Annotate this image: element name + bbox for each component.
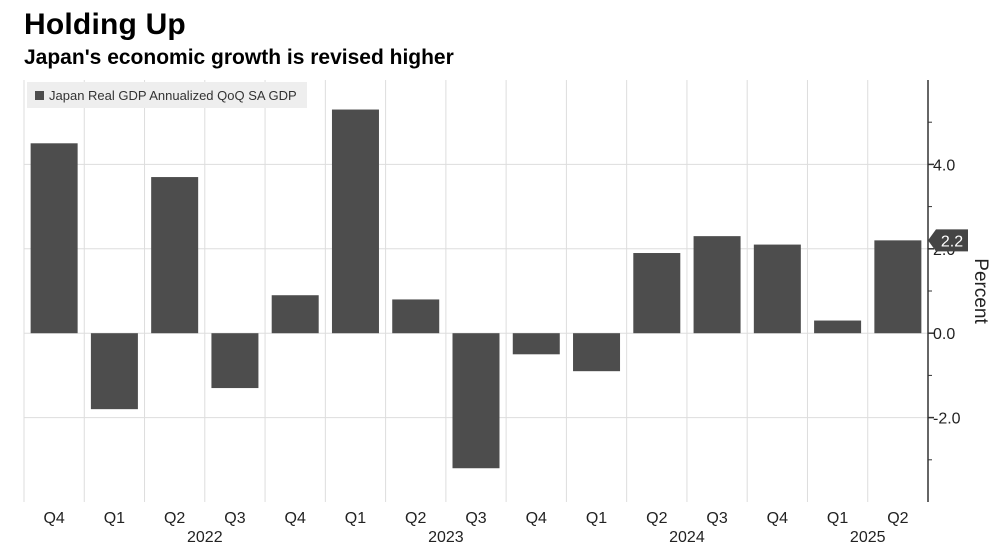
last-value-tag: 2.2 <box>928 229 968 252</box>
x-tick-label: Q1 <box>104 510 125 527</box>
y-tick-label: 0.0 <box>933 326 955 343</box>
bar <box>331 109 379 334</box>
bar <box>271 295 319 334</box>
bar <box>693 236 741 334</box>
x-year-label: 2025 <box>850 529 886 545</box>
bar <box>874 240 922 334</box>
x-tick-label: Q3 <box>706 510 727 527</box>
bar <box>753 244 801 334</box>
x-year-label: 2022 <box>187 529 223 545</box>
x-tick-label: Q2 <box>646 510 667 527</box>
x-tick-label: Q1 <box>345 510 366 527</box>
x-tick-label: Q2 <box>405 510 426 527</box>
bar <box>30 143 78 334</box>
x-tick-label: Q1 <box>827 510 848 527</box>
chart-title: Holding Up <box>24 8 186 41</box>
x-tick-label: Q4 <box>285 510 306 527</box>
x-tick-label: Q2 <box>887 510 908 527</box>
legend-label: Japan Real GDP Annualized QoQ SA GDP <box>49 87 297 103</box>
x-tick-label: Q3 <box>465 510 486 527</box>
bar <box>90 333 138 410</box>
x-tick-label: Q1 <box>586 510 607 527</box>
x-tick-label: Q4 <box>43 510 64 527</box>
bar <box>573 333 621 372</box>
x-tick-label: Q4 <box>526 510 547 527</box>
bar <box>211 333 259 389</box>
bar <box>452 333 500 469</box>
x-tick-label: Q2 <box>164 510 185 527</box>
legend: Japan Real GDP Annualized QoQ SA GDP <box>27 82 307 108</box>
chart-subtitle: Japan's economic growth is revised highe… <box>24 46 454 69</box>
bars <box>30 109 922 469</box>
last-value-tag-label: 2.2 <box>941 233 963 250</box>
bar <box>633 253 681 334</box>
bar <box>151 177 199 334</box>
y-axis: 4.02.00.0-2.0 <box>927 80 961 502</box>
x-tick-label: Q4 <box>767 510 788 527</box>
bar <box>512 333 560 355</box>
y-tick-label: -2.0 <box>933 411 961 428</box>
last-value-tag-shape <box>928 229 968 252</box>
legend-swatch <box>35 90 44 100</box>
bar <box>814 320 862 334</box>
bar <box>392 299 440 334</box>
y-axis-title: Percent <box>970 258 991 324</box>
x-tick-label: Q3 <box>224 510 245 527</box>
x-year-label: 2024 <box>669 529 705 545</box>
x-year-label: 2023 <box>428 529 464 545</box>
y-tick-label: 4.0 <box>933 157 955 174</box>
